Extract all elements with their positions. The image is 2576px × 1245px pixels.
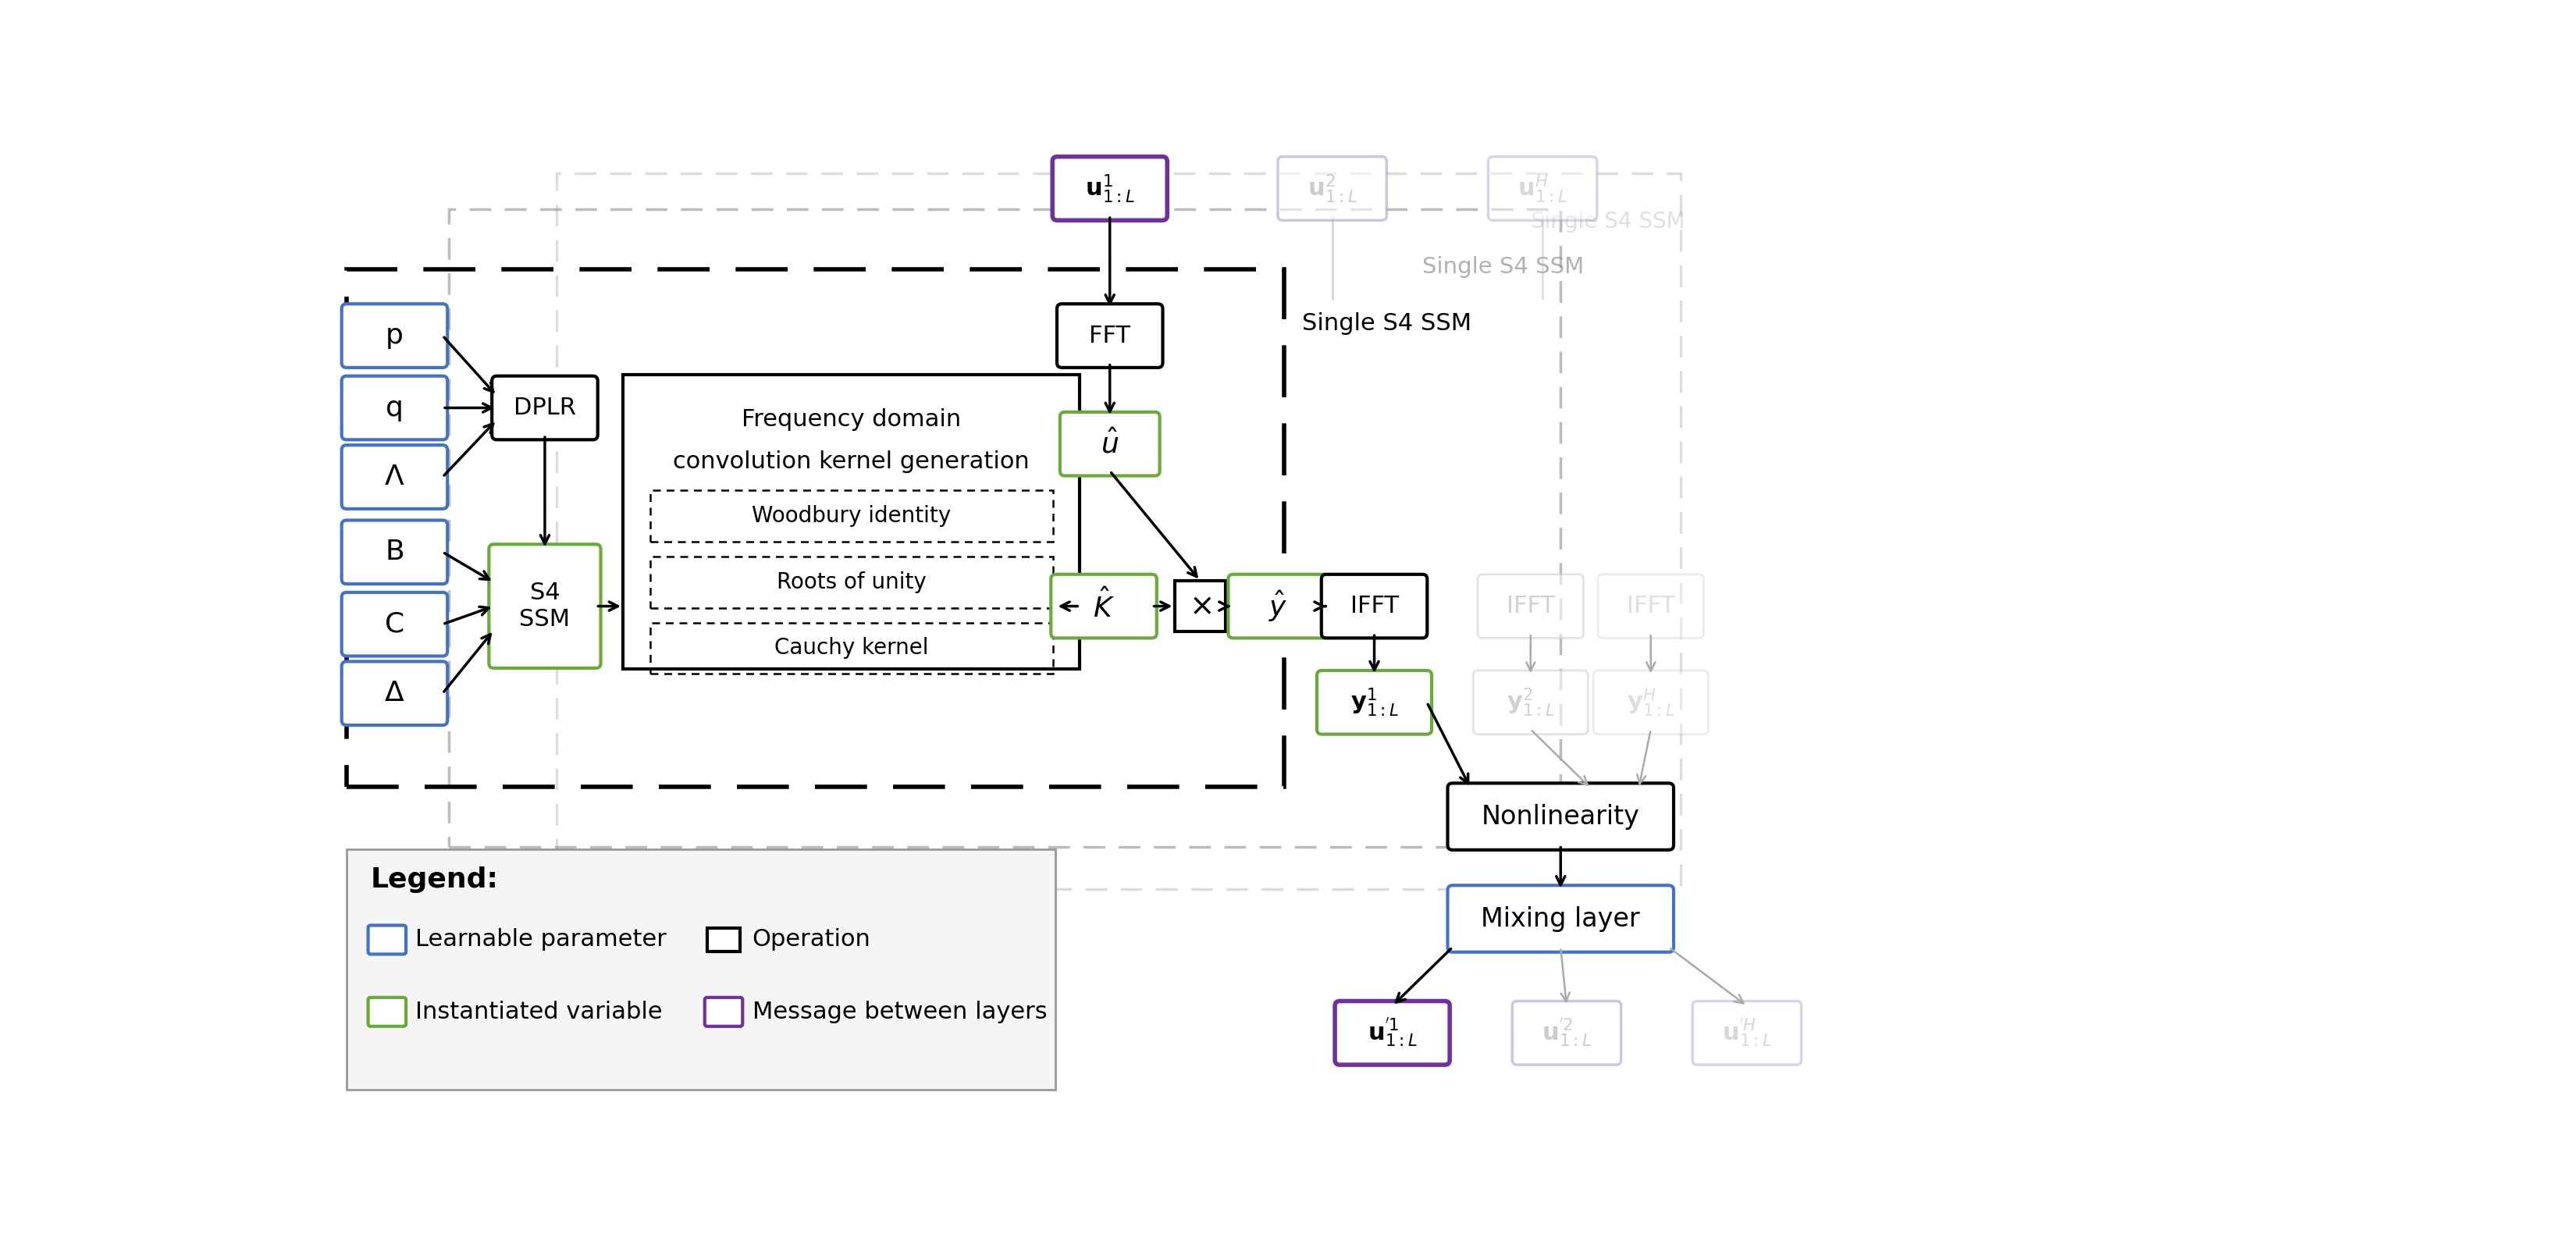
Text: S4
SSM: S4 SSM (520, 581, 569, 631)
Text: $\hat{u}$: $\hat{u}$ (1100, 430, 1118, 458)
Text: Single S4 SSM: Single S4 SSM (1530, 210, 1685, 233)
FancyBboxPatch shape (706, 997, 742, 1026)
FancyBboxPatch shape (1512, 1001, 1620, 1064)
Text: B: B (384, 539, 404, 565)
Text: IFFT: IFFT (1350, 595, 1399, 618)
Text: Woodbury identity: Woodbury identity (752, 505, 951, 527)
Text: C: C (384, 611, 404, 637)
Bar (345, 849, 1056, 1091)
FancyBboxPatch shape (368, 997, 407, 1026)
Text: $\Delta$: $\Delta$ (384, 680, 404, 707)
FancyBboxPatch shape (343, 661, 448, 725)
FancyBboxPatch shape (1229, 574, 1329, 637)
Text: IFFT: IFFT (1507, 595, 1556, 618)
Bar (649, 491, 1054, 542)
FancyBboxPatch shape (1692, 1001, 1801, 1064)
FancyBboxPatch shape (368, 925, 407, 954)
Text: Cauchy kernel: Cauchy kernel (775, 637, 927, 659)
FancyBboxPatch shape (1051, 574, 1157, 637)
Text: $\mathbf{u}_{1:L}^{H}$: $\mathbf{u}_{1:L}^{H}$ (1517, 173, 1566, 204)
FancyBboxPatch shape (343, 446, 448, 509)
FancyBboxPatch shape (343, 376, 448, 439)
FancyBboxPatch shape (1056, 304, 1162, 367)
Text: $\hat{K}$: $\hat{K}$ (1092, 589, 1115, 622)
Text: FFT: FFT (1090, 325, 1131, 347)
Text: IFFT: IFFT (1625, 595, 1674, 618)
FancyBboxPatch shape (1479, 574, 1584, 637)
FancyBboxPatch shape (1059, 412, 1159, 476)
Bar (706, 928, 739, 951)
Text: Roots of unity: Roots of unity (775, 571, 927, 593)
Bar (448, 209, 1561, 847)
Text: $\mathbf{u}_{1:L}^{'2}$: $\mathbf{u}_{1:L}^{'2}$ (1543, 1016, 1592, 1050)
Text: Instantiated variable: Instantiated variable (415, 1001, 662, 1023)
Text: Mixing layer: Mixing layer (1481, 906, 1641, 931)
FancyBboxPatch shape (1054, 157, 1167, 220)
FancyBboxPatch shape (489, 544, 600, 669)
Text: Learnable parameter: Learnable parameter (415, 929, 667, 951)
Text: Single S4 SSM: Single S4 SSM (1303, 312, 1471, 335)
FancyBboxPatch shape (1334, 1001, 1450, 1064)
Text: $\mathbf{y}_{1:L}^{2}$: $\mathbf{y}_{1:L}^{2}$ (1507, 686, 1556, 718)
Text: $\mathbf{u}_{1:L}^{'1}$: $\mathbf{u}_{1:L}^{'1}$ (1368, 1016, 1417, 1050)
Text: Single S4 SSM: Single S4 SSM (1422, 255, 1584, 278)
Bar (649, 557, 1054, 608)
Bar (649, 622, 1054, 674)
FancyBboxPatch shape (1321, 574, 1427, 637)
Text: Nonlinearity: Nonlinearity (1481, 804, 1641, 829)
Text: Frequency domain: Frequency domain (742, 408, 961, 431)
FancyBboxPatch shape (492, 376, 598, 439)
Bar (623, 375, 1079, 670)
Bar (1175, 580, 1226, 631)
Text: $\mathbf{u}_{1:L}^{'H}$: $\mathbf{u}_{1:L}^{'H}$ (1723, 1016, 1772, 1050)
FancyBboxPatch shape (1448, 783, 1674, 850)
Text: DPLR: DPLR (513, 396, 577, 420)
FancyBboxPatch shape (1316, 671, 1432, 735)
Text: q: q (386, 395, 404, 421)
Text: $\mathbf{y}_{1:L}^{1}$: $\mathbf{y}_{1:L}^{1}$ (1350, 686, 1399, 718)
FancyBboxPatch shape (1448, 885, 1674, 952)
Text: p: p (386, 322, 404, 349)
FancyBboxPatch shape (343, 520, 448, 584)
Text: $\mathbf{u}_{1:L}^{2}$: $\mathbf{u}_{1:L}^{2}$ (1309, 173, 1358, 204)
Text: Legend:: Legend: (371, 867, 497, 893)
Text: Message between layers: Message between layers (752, 1001, 1046, 1023)
Text: $\mathbf{u}_{1:L}^{1}$: $\mathbf{u}_{1:L}^{1}$ (1084, 173, 1133, 204)
Bar (556, 173, 1680, 889)
FancyBboxPatch shape (1489, 157, 1597, 220)
FancyBboxPatch shape (1278, 157, 1386, 220)
FancyBboxPatch shape (343, 304, 448, 367)
Text: $\times$: $\times$ (1188, 591, 1211, 621)
Text: Operation: Operation (752, 929, 871, 951)
FancyBboxPatch shape (1473, 671, 1587, 735)
Text: convolution kernel generation: convolution kernel generation (672, 451, 1030, 473)
Bar (345, 270, 1285, 787)
Text: $\Lambda$: $\Lambda$ (384, 463, 404, 491)
FancyBboxPatch shape (1597, 574, 1703, 637)
Text: $\hat{y}$: $\hat{y}$ (1267, 589, 1288, 624)
FancyBboxPatch shape (343, 593, 448, 656)
FancyBboxPatch shape (1595, 671, 1708, 735)
Text: $\mathbf{y}_{1:L}^{H}$: $\mathbf{y}_{1:L}^{H}$ (1625, 686, 1674, 718)
